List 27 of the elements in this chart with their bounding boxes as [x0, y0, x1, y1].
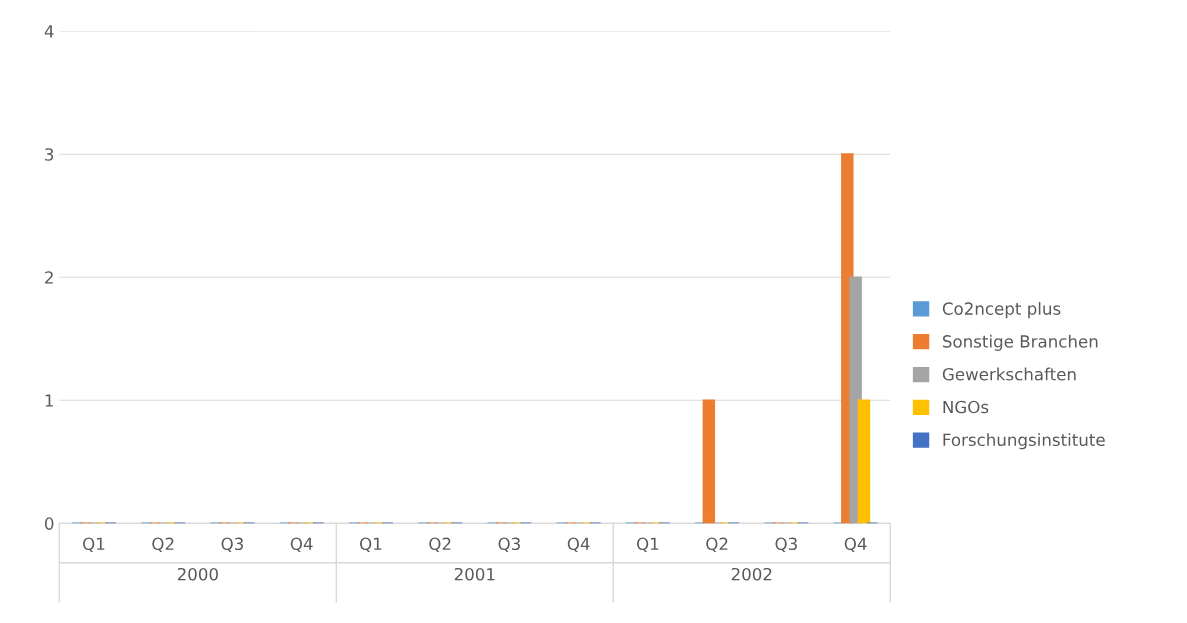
x-tick-label: Q3	[221, 537, 243, 553]
y-tick-label: 1	[45, 394, 53, 407]
bar	[857, 399, 871, 524]
text: 2001	[454, 567, 495, 581]
y-tick-label: 0	[44, 517, 54, 530]
x-tick-label: Q3	[498, 537, 520, 553]
x-tick-label: Q1	[636, 537, 659, 553]
bar	[702, 399, 716, 524]
y-tick-label: 3	[45, 148, 54, 161]
x-tick-label: Q2	[152, 537, 174, 553]
x-tick-label: Q3	[775, 537, 797, 553]
text: 2002	[731, 567, 772, 581]
y-tick-label: 4	[44, 25, 54, 38]
x-tick-label: Q4	[567, 537, 590, 553]
legend-label: Forschungsinstitute	[943, 433, 1105, 450]
x-tick-label: Q2	[706, 537, 728, 553]
x-tick-label: Q4	[844, 537, 867, 553]
x-tick-label: Q1	[360, 537, 382, 553]
x-tick-label: Q1	[83, 537, 105, 553]
legend-label: Co2ncept plus	[942, 302, 1061, 319]
legend-label: Sonstige Branchen	[942, 334, 1098, 351]
legend-label: NGOs	[943, 400, 989, 414]
text: 2000	[177, 567, 218, 581]
legend-label: Gewerkschaften	[942, 367, 1076, 381]
x-tick-label: Q4	[290, 537, 313, 553]
y-tick-label: 2	[45, 271, 53, 284]
x-tick-label: Q2	[429, 537, 451, 553]
